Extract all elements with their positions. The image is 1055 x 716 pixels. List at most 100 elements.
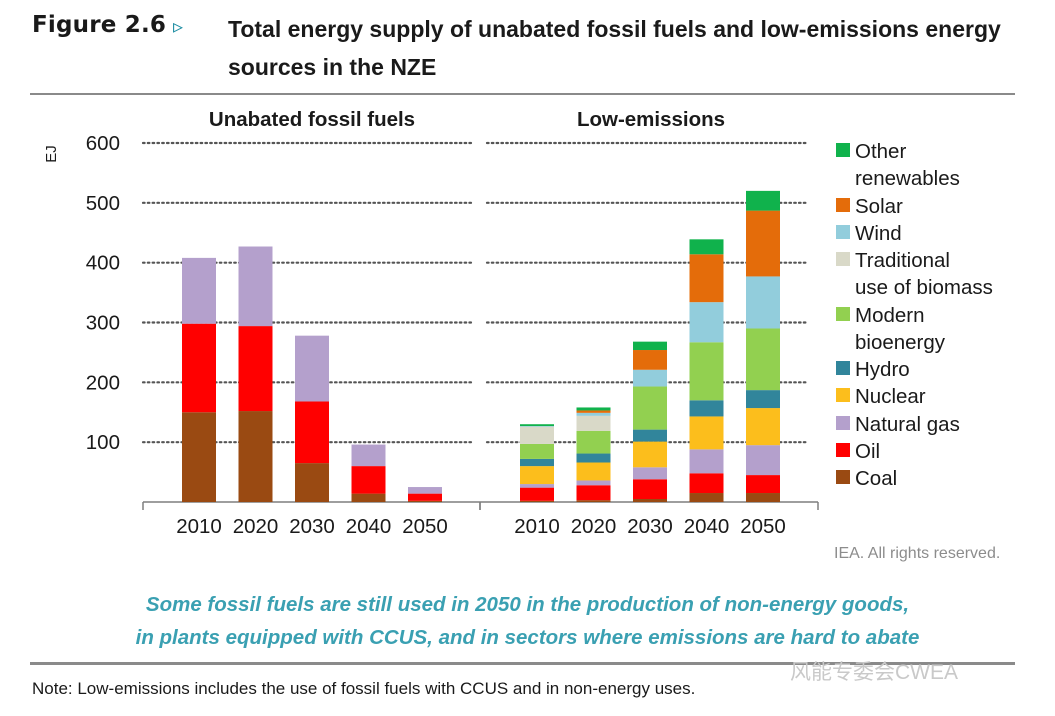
legend-label-line: Hydro (855, 358, 910, 382)
legend-label: Other renewables (855, 138, 1045, 192)
figure-note: Note: Low-emissions includes the use of … (32, 679, 696, 698)
bar-segment-other-renewables (689, 239, 724, 255)
x-tick-label: 2050 (402, 515, 448, 538)
bar-segment-natural-gas (576, 480, 611, 486)
legend-label-line: use of biomass (855, 276, 993, 300)
bar-segment-wind (689, 302, 724, 343)
legend-label-line: renewables (855, 167, 960, 190)
bar-segment-other-renewables (520, 424, 554, 427)
bar-segment-coal (351, 493, 386, 502)
y-tick-label: 200 (86, 371, 120, 394)
bar-segment-coal (182, 412, 216, 502)
bar-segment-modern-bioenergy (520, 443, 554, 459)
bar-segment-solar (633, 350, 667, 370)
caption-line-2: in plants equipped with CCUS, and in sec… (135, 626, 920, 649)
bar-segment-natural-gas (633, 467, 667, 480)
y-tick-label: 600 (86, 132, 120, 155)
legend-swatch (836, 143, 850, 157)
y-tick-label: 100 (86, 431, 120, 454)
legend-label: Hydro (855, 356, 1045, 383)
bar-segment-coal (295, 463, 329, 502)
bar-segment-modern-bioenergy (746, 328, 780, 391)
x-tick-label: 2020 (571, 515, 617, 538)
y-tick-label: 400 (86, 252, 120, 275)
bar-segment-natural-gas (295, 335, 329, 402)
bar-segment-modern-bioenergy (633, 386, 667, 430)
x-tick-label: 2030 (627, 515, 673, 538)
legend-swatch (836, 361, 850, 376)
stacked-bar-chart: EJ 100 200 300 400 500 600 Unabated fossil fuel… (43, 108, 819, 538)
legend-label-line: Nuclear (855, 385, 926, 409)
x-tick-label: 2050 (740, 515, 786, 538)
panel-title: Low-emissions (577, 108, 725, 131)
bar-segment-hydro (633, 429, 667, 442)
legend-label: Solar (855, 193, 1045, 220)
x-tick-label: 2030 (289, 515, 335, 538)
legend-label: Traditional use of biomass (855, 247, 1045, 301)
bar-segment-nuclear (633, 441, 667, 468)
bar-segment-oil (689, 473, 724, 494)
figure-title: Total energy supply of unabated fossil f… (228, 16, 1001, 80)
legend-label-line: Modern (855, 303, 925, 327)
caption-line-1: Some fossil fuels are still used in 2050… (145, 593, 910, 616)
legend-label: Oil (855, 438, 1045, 465)
legend-swatch (836, 224, 850, 239)
bar-segment-modern-bioenergy (689, 342, 724, 401)
legend-label: Modern bioenergy (855, 302, 1045, 356)
bar-segment-other-renewables (633, 341, 667, 351)
y-tick-label: 500 (86, 192, 120, 215)
bar-segment-oil (238, 326, 273, 412)
bar-segment-oil (746, 475, 780, 494)
y-axis-label: EJ (43, 145, 60, 163)
top-rule (30, 93, 1015, 95)
bar-segment-coal (238, 411, 273, 502)
bar-segment-nuclear (689, 416, 724, 450)
legend-label: Nuclear (855, 383, 1045, 410)
legend-label-line: Solar (855, 194, 903, 218)
bar-segment-oil (520, 487, 554, 501)
bar-segment-wind (520, 426, 554, 427)
x-tick-label: 2010 (176, 515, 222, 538)
figure-arrow-icon: ▹ (173, 16, 184, 38)
bar-segment-coal (689, 493, 724, 502)
x-tick-label: 2040 (346, 515, 392, 538)
bar-segment-solar (576, 410, 611, 413)
x-tick-label: 2010 (514, 515, 560, 538)
legend-label-line: Traditional (855, 249, 950, 273)
bar-segment-natural-gas (182, 257, 216, 324)
bar-segment-other-renewables (576, 407, 611, 411)
figure-caption: Some fossil fuels are still used in 2050… (0, 588, 1055, 654)
bar-segment-wind (746, 276, 780, 329)
bar-segment-natural-gas (351, 444, 386, 467)
bar-segment-coal (746, 493, 780, 502)
legend-label-line: Wind (855, 221, 902, 245)
bar-segment-natural-gas (689, 449, 724, 474)
bar-segment-traditional-use-of-biomass (576, 415, 611, 431)
bar-segment-natural-gas (520, 484, 554, 488)
bottom-rule (30, 662, 1015, 665)
bar-segment-natural-gas (408, 487, 442, 494)
legend-swatch (836, 306, 850, 321)
bar-segment-natural-gas (746, 445, 780, 476)
bar-segment-wind (633, 369, 667, 387)
bar-segment-oil (351, 466, 386, 494)
legend-swatch (836, 443, 850, 457)
bar-segment-natural-gas (238, 246, 273, 327)
bar-segment-hydro (689, 400, 724, 417)
legend-label-line: Oil (855, 440, 881, 463)
legend-label: Coal (855, 465, 1045, 492)
figure-label: Figure 2.6 (32, 12, 167, 38)
legend-label: Natural gas (855, 411, 1045, 438)
bar-segment-nuclear (576, 462, 611, 481)
bar-segment-hydro (746, 390, 780, 409)
bar-segment-oil (576, 485, 611, 501)
bar-segment-solar (746, 210, 780, 277)
legend-swatch (836, 470, 850, 485)
bar-segment-oil (182, 323, 216, 413)
bar-segment-coal (408, 500, 442, 502)
rights-notice: IEA. All rights reserved. (834, 545, 1001, 562)
bar-segment-oil (408, 493, 442, 501)
bar-segment-coal (520, 500, 554, 502)
panel-title: Unabated fossil fuels (209, 108, 415, 131)
legend-swatch (836, 388, 850, 403)
